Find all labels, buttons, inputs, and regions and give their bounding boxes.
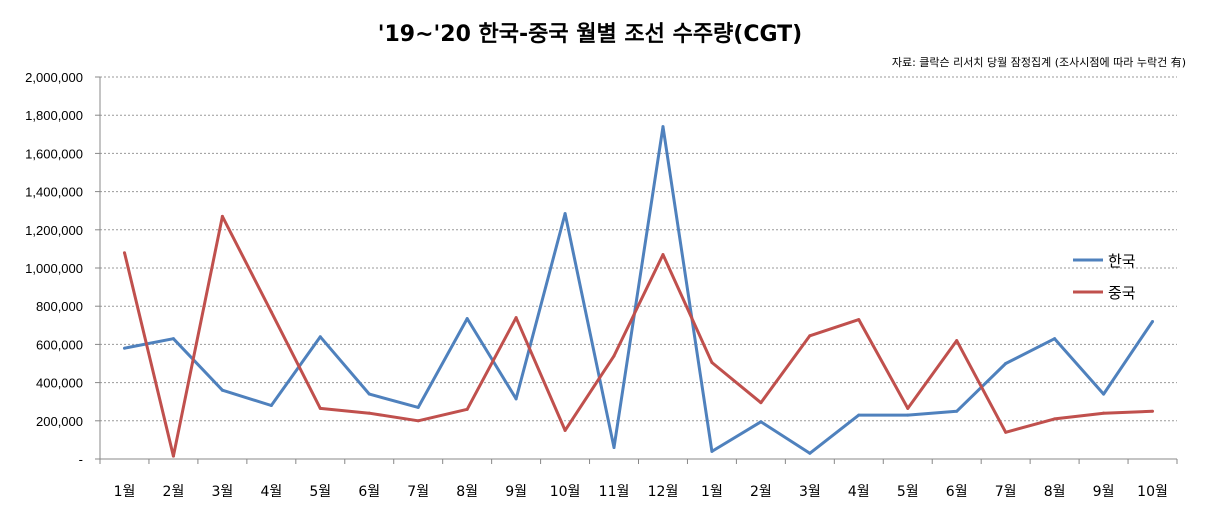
x-tick-label: 4월	[260, 484, 282, 500]
data-point	[171, 337, 175, 341]
data-point	[955, 409, 959, 413]
data-point	[318, 406, 322, 410]
data-point	[710, 361, 714, 365]
y-tick-label: -	[79, 452, 83, 467]
x-tick-label: 6월	[946, 484, 968, 500]
series-line-2	[123, 214, 1153, 458]
x-tick-label: 1월	[701, 484, 723, 500]
data-point	[1102, 411, 1106, 415]
x-tick-label: 6월	[358, 484, 380, 500]
x-tick-label: 7월	[407, 484, 429, 500]
x-tick-label: 8월	[456, 484, 478, 500]
data-point	[612, 446, 616, 450]
data-point	[318, 335, 322, 339]
data-point	[906, 413, 910, 417]
x-tick-label: 9월	[505, 484, 527, 500]
data-point	[122, 251, 126, 255]
data-point	[1004, 362, 1008, 365]
y-tick-label: 1,600,000	[25, 146, 83, 161]
data-point	[1053, 337, 1057, 341]
x-tick-label: 1월	[114, 484, 136, 500]
x-tick-label: 2월	[750, 484, 772, 500]
data-point	[367, 411, 371, 415]
x-tick-label: 9월	[1093, 484, 1115, 500]
x-tick-label: 3월	[799, 484, 821, 500]
data-point	[661, 253, 665, 257]
x-tick-label: 2월	[163, 484, 185, 500]
series-line-1	[124, 125, 1154, 455]
x-tick-label: 3월	[211, 484, 233, 500]
data-point	[269, 404, 273, 408]
y-tick-label: 1,800,000	[25, 108, 83, 123]
data-point	[759, 420, 763, 424]
legend-label: 한국	[1108, 252, 1136, 270]
data-point	[808, 334, 812, 338]
x-tick-label: 11월	[599, 484, 630, 500]
y-tick-label: 2,000,000	[25, 70, 83, 85]
data-point	[416, 419, 420, 423]
y-tick-label: 200,000	[36, 414, 83, 429]
data-point	[514, 316, 518, 320]
chart-source-note: 자료: 클락슨 리서치 당월 잠정집계 (조사시점에 따라 누락건 有)	[892, 55, 1186, 69]
y-tick-label: 400,000	[36, 376, 83, 391]
data-point	[465, 317, 469, 321]
data-point	[563, 212, 567, 216]
data-point	[1004, 430, 1008, 434]
data-point	[857, 413, 861, 417]
series-lines	[122, 125, 1155, 458]
y-tick-label: 600,000	[36, 337, 83, 352]
x-tick-label: 8월	[1044, 484, 1066, 500]
y-tick-label: 800,000	[36, 299, 83, 314]
data-point	[563, 428, 567, 432]
data-point	[612, 354, 616, 358]
data-point	[416, 405, 420, 409]
chart-title: '19~'20 한국-중국 월별 조선 수주량(CGT)	[378, 22, 802, 47]
data-point	[1151, 409, 1155, 413]
y-axis-ticks: - 200,000 400,000 600,000 800,000 1,000,000 1,…	[25, 70, 100, 467]
x-tick-label: 10월	[550, 484, 581, 500]
data-point	[367, 392, 371, 396]
grid-lines	[100, 76, 1177, 422]
data-point	[857, 318, 861, 322]
x-tick-label: 5월	[897, 484, 919, 500]
x-tick-label: 12월	[648, 484, 679, 500]
x-tick-label: 10월	[1137, 484, 1168, 500]
data-point	[220, 388, 224, 392]
data-point	[906, 406, 910, 410]
x-tick-label: 5월	[309, 484, 331, 500]
data-point	[1151, 319, 1155, 323]
data-point	[661, 125, 665, 129]
data-point	[1053, 417, 1057, 421]
data-point	[220, 214, 224, 218]
x-tick-label: 4월	[848, 484, 870, 500]
data-point	[269, 310, 273, 314]
x-tick-label: 7월	[995, 484, 1017, 500]
data-point	[171, 454, 175, 458]
data-point	[514, 397, 518, 401]
legend-label: 중국	[1108, 284, 1136, 302]
y-tick-label: 1,200,000	[25, 223, 83, 238]
data-point	[955, 339, 959, 343]
y-tick-label: 1,400,000	[25, 185, 83, 200]
x-axis-ticks: 1월 2월 3월 4월 5월 6월 7월 8월 9월 10월 11월 12월 1월 2월 3월 4월 5월 6월 7…	[99, 459, 1178, 500]
data-point	[759, 401, 763, 405]
data-point	[808, 451, 812, 455]
data-point	[710, 449, 714, 453]
data-point	[1102, 392, 1106, 396]
data-point	[465, 407, 469, 411]
y-tick-label: 1,000,000	[25, 261, 83, 276]
data-point	[122, 346, 126, 350]
